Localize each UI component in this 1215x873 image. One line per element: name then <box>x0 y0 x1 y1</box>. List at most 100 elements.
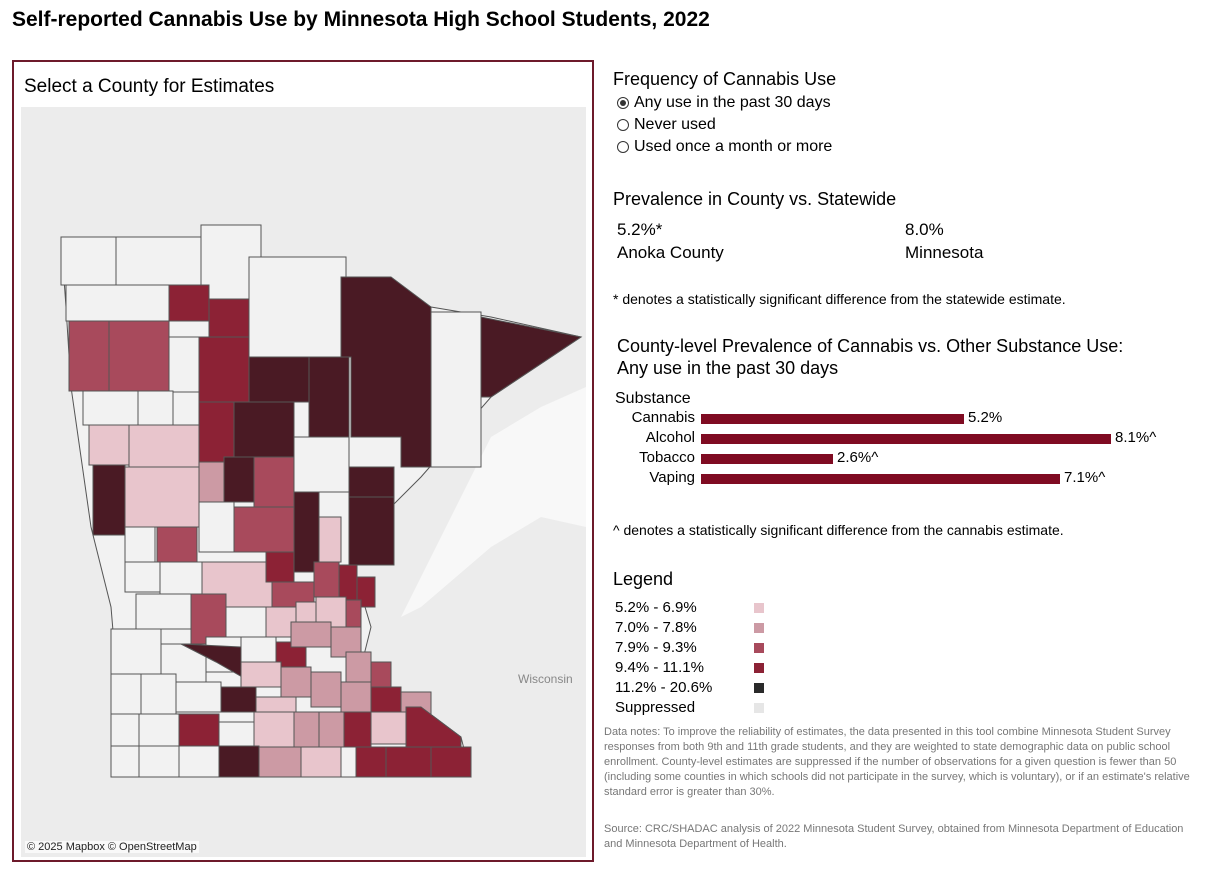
radio-never-used[interactable]: Never used <box>617 116 716 134</box>
county[interactable] <box>178 713 220 747</box>
county[interactable] <box>138 745 180 778</box>
legend-swatch[interactable] <box>754 643 764 653</box>
county[interactable] <box>355 746 387 778</box>
county[interactable] <box>65 284 170 322</box>
county[interactable] <box>124 561 161 593</box>
county[interactable] <box>198 461 225 503</box>
county[interactable] <box>343 711 372 748</box>
county[interactable] <box>110 745 140 778</box>
county[interactable] <box>178 745 220 778</box>
county[interactable] <box>240 636 277 663</box>
county[interactable] <box>198 336 250 403</box>
county[interactable] <box>68 320 110 392</box>
county[interactable] <box>248 256 347 358</box>
radio-any-use[interactable]: Any use in the past 30 days <box>617 94 831 112</box>
bar-vaping[interactable] <box>701 474 1060 484</box>
county[interactable] <box>293 711 320 748</box>
county[interactable] <box>280 666 312 698</box>
county[interactable] <box>293 436 350 493</box>
county[interactable] <box>318 711 345 748</box>
comparison-heading-2: Any use in the past 30 days <box>617 358 839 378</box>
county-map[interactable]: Wisconsin © 2025 Mapbox © OpenStreetMap <box>21 107 586 857</box>
county[interactable] <box>233 401 295 458</box>
county[interactable] <box>338 564 358 601</box>
county[interactable] <box>248 356 310 403</box>
county-map-svg[interactable] <box>21 107 586 857</box>
county[interactable] <box>370 686 402 713</box>
legend-label: 7.9% - 9.3% <box>615 639 697 656</box>
county[interactable] <box>156 526 198 563</box>
county[interactable] <box>82 390 139 426</box>
bar-cannabis[interactable] <box>701 414 964 424</box>
map-attribution[interactable]: © 2025 Mapbox © OpenStreetMap <box>25 841 199 853</box>
county[interactable] <box>218 721 255 747</box>
county[interactable] <box>293 491 320 573</box>
county[interactable] <box>190 593 227 645</box>
county[interactable] <box>175 681 222 713</box>
legend-swatch[interactable] <box>754 703 764 713</box>
county[interactable] <box>340 276 432 468</box>
county[interactable] <box>135 593 192 630</box>
county[interactable] <box>233 506 295 553</box>
county[interactable] <box>430 746 472 778</box>
state-value: 8.0% <box>905 220 944 239</box>
county[interactable] <box>385 746 432 778</box>
legend-swatch[interactable] <box>754 683 764 693</box>
radio-icon[interactable] <box>617 119 629 131</box>
county[interactable] <box>138 713 180 747</box>
county[interactable] <box>340 681 372 713</box>
bar-alcohol[interactable] <box>701 434 1111 444</box>
county[interactable] <box>115 236 202 286</box>
radio-icon[interactable] <box>617 141 629 153</box>
county[interactable] <box>348 466 395 498</box>
legend-swatch[interactable] <box>754 623 764 633</box>
county[interactable] <box>225 606 267 638</box>
county[interactable] <box>480 316 583 398</box>
county[interactable] <box>313 561 340 598</box>
county[interactable] <box>198 501 235 553</box>
frequency-heading: Frequency of Cannabis Use <box>613 69 837 89</box>
county[interactable] <box>218 745 260 778</box>
county[interactable] <box>208 298 250 338</box>
county[interactable] <box>223 456 255 503</box>
county[interactable] <box>348 496 395 566</box>
county[interactable] <box>140 673 177 715</box>
bar-tobacco[interactable] <box>701 454 833 464</box>
county[interactable] <box>240 661 282 688</box>
county[interactable] <box>88 424 130 466</box>
county[interactable] <box>300 746 342 778</box>
county[interactable] <box>168 284 210 322</box>
county[interactable] <box>265 551 295 583</box>
county[interactable] <box>290 621 332 648</box>
radio-selected-icon[interactable] <box>617 97 629 109</box>
counties <box>60 236 583 778</box>
county[interactable] <box>308 356 350 438</box>
county[interactable] <box>110 628 162 675</box>
county[interactable] <box>92 464 126 536</box>
county[interactable] <box>253 711 295 748</box>
legend-swatch[interactable] <box>754 663 764 673</box>
county[interactable] <box>124 466 200 528</box>
county[interactable] <box>318 516 342 563</box>
county[interactable] <box>405 706 462 748</box>
county[interactable] <box>310 671 342 708</box>
county[interactable] <box>168 336 200 393</box>
county[interactable] <box>60 236 117 286</box>
county[interactable] <box>220 686 257 713</box>
county[interactable] <box>258 746 302 778</box>
map-panel: Select a County for Estimates <box>12 60 594 862</box>
county[interactable] <box>253 456 295 508</box>
county[interactable] <box>108 320 170 392</box>
county[interactable] <box>137 390 174 426</box>
county[interactable] <box>110 673 142 715</box>
county[interactable] <box>128 424 200 468</box>
county[interactable] <box>110 713 140 747</box>
county[interactable] <box>159 561 203 595</box>
county[interactable] <box>430 311 482 468</box>
county[interactable] <box>345 651 372 683</box>
county[interactable] <box>124 526 156 563</box>
county[interactable] <box>198 401 235 463</box>
radio-monthly[interactable]: Used once a month or more <box>617 138 832 156</box>
county[interactable] <box>370 711 407 745</box>
legend-swatch[interactable] <box>754 603 764 613</box>
